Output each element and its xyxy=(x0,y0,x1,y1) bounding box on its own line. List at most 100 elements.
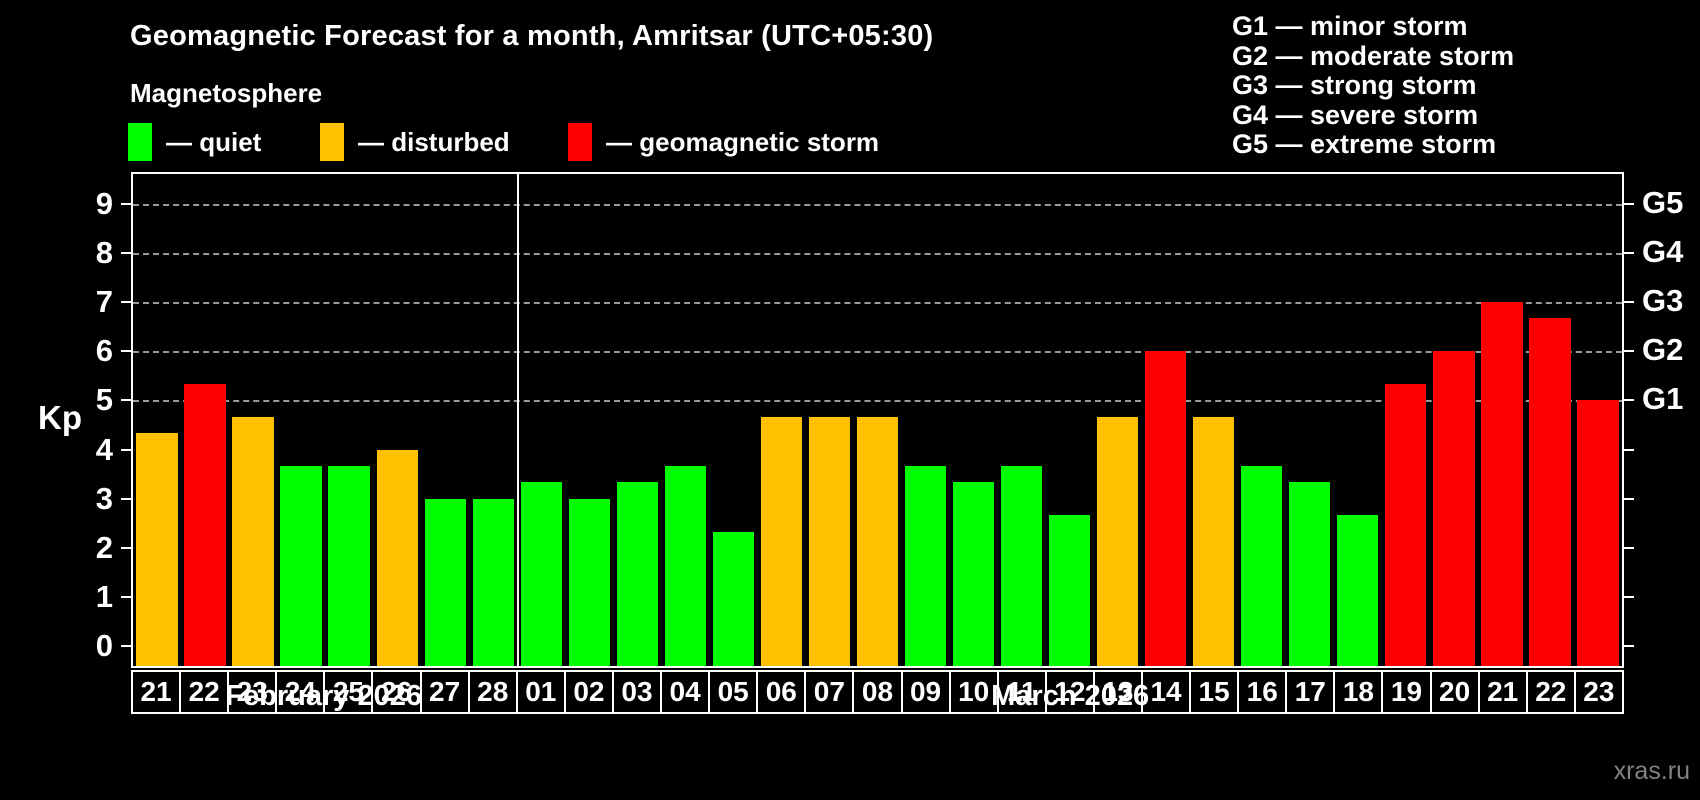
kp-bar-day-05 xyxy=(712,531,755,666)
left-tick-kp-6 xyxy=(121,350,131,353)
kp-bar-day-12 xyxy=(1048,514,1091,666)
bars-layer xyxy=(133,174,1622,666)
kp-bar-day-17 xyxy=(1289,482,1331,666)
kp-bar-day-24 xyxy=(280,465,322,666)
kp-bar-day-23 xyxy=(1577,400,1619,666)
bar-slot xyxy=(517,174,565,666)
bar-slot xyxy=(1142,174,1190,666)
y-tick-label-8: 8 xyxy=(95,234,113,270)
legend-label-storm: — geomagnetic storm xyxy=(606,126,880,157)
g-scale-label-g4: G4 xyxy=(1642,233,1684,269)
bar-slot xyxy=(181,174,229,666)
bar-slot xyxy=(373,174,421,666)
g-scale-legend-line-g3: G3 — strong storm xyxy=(1232,70,1477,100)
y-tick-label-7: 7 xyxy=(95,283,113,319)
bar-slot xyxy=(565,174,613,666)
right-tick-kp-2 xyxy=(1624,546,1634,549)
bar-slot xyxy=(1238,174,1286,666)
bar-slot xyxy=(1190,174,1238,666)
site-watermark: xras.ru xyxy=(1613,757,1690,785)
right-tick-kp-9 xyxy=(1624,202,1634,205)
g-scale-label-g5: G5 xyxy=(1642,184,1684,220)
kp-bar-day-09 xyxy=(904,465,947,666)
y-tick-label-0: 0 xyxy=(95,628,113,664)
kp-bar-day-01 xyxy=(520,482,562,666)
y-tick-label-2: 2 xyxy=(95,529,113,565)
day-label-09: 09 xyxy=(900,670,951,714)
bar-slot xyxy=(709,174,757,666)
y-tick-label-3: 3 xyxy=(95,480,113,516)
y-tick-label-5: 5 xyxy=(95,382,113,418)
page-title: Geomagnetic Forecast for a month, Amrits… xyxy=(130,20,934,52)
kp-bar-day-27 xyxy=(424,498,466,666)
month-separator-line xyxy=(517,174,520,666)
kp-bar-day-15 xyxy=(1193,416,1235,666)
bar-slot xyxy=(853,174,901,666)
day-label-22: 22 xyxy=(1525,670,1576,714)
kp-bar-day-13 xyxy=(1096,416,1139,666)
day-label-11: 11 xyxy=(996,670,1047,714)
gridline-kp-6 xyxy=(133,351,1622,354)
right-tick-kp-3 xyxy=(1624,497,1634,500)
bar-slot xyxy=(1334,174,1382,666)
bar-slot xyxy=(1286,174,1334,666)
bar-slot xyxy=(757,174,805,666)
bar-slot xyxy=(1382,174,1430,666)
day-label-03: 03 xyxy=(611,670,663,714)
kp-bar-day-21 xyxy=(136,433,178,666)
left-tick-kp-5 xyxy=(121,399,131,402)
left-tick-kp-2 xyxy=(121,546,131,549)
gridline-kp-7 xyxy=(133,301,1622,304)
g-scale-legend-line-g5: G5 — extreme storm xyxy=(1232,129,1497,159)
kp-bar-day-16 xyxy=(1241,465,1283,666)
day-label-14: 14 xyxy=(1140,670,1192,714)
kp-bar-day-07 xyxy=(808,416,851,666)
bar-slot xyxy=(469,174,517,666)
kp-bar-day-18 xyxy=(1337,514,1379,666)
bar-slot xyxy=(661,174,709,666)
plot-area xyxy=(131,172,1624,668)
bar-slot xyxy=(229,174,277,666)
right-axis: G1 G2 G3 G4 G5 xyxy=(1624,172,1700,668)
left-axis: 0 1 2 3 4 5 6 7 8 9 xyxy=(0,172,131,668)
left-tick-kp-9 xyxy=(121,202,131,205)
kp-bar-day-22 xyxy=(1529,318,1571,666)
left-tick-kp-0 xyxy=(121,645,131,648)
bar-slot xyxy=(1046,174,1094,666)
kp-bar-day-06 xyxy=(760,416,803,666)
kp-bar-day-08 xyxy=(856,416,899,666)
kp-bar-day-28 xyxy=(472,498,514,666)
day-label-22: 22 xyxy=(179,670,230,714)
day-label-06: 06 xyxy=(756,670,807,714)
day-label-23: 23 xyxy=(1573,670,1624,714)
day-label-10: 10 xyxy=(948,670,999,714)
day-label-08: 08 xyxy=(852,670,903,714)
bar-slot xyxy=(613,174,661,666)
bar-slot xyxy=(421,174,469,666)
kp-bar-day-04 xyxy=(664,465,706,666)
day-label-02: 02 xyxy=(563,670,614,714)
y-tick-label-1: 1 xyxy=(95,579,113,615)
kp-bar-day-25 xyxy=(328,465,370,666)
month-label-march: March 2026 xyxy=(991,680,1150,712)
y-tick-label-4: 4 xyxy=(95,431,113,467)
day-label-21: 21 xyxy=(131,670,182,714)
legend-label-quiet: — quiet xyxy=(166,126,262,157)
storm-color-swatch xyxy=(568,123,592,161)
bar-slot xyxy=(1526,174,1574,666)
gridline-kp-9 xyxy=(133,203,1622,206)
gridline-kp-5 xyxy=(133,400,1622,403)
legend-item-storm: — geomagnetic storm xyxy=(568,122,879,162)
kp-bar-day-03 xyxy=(616,482,658,666)
right-tick-kp-6 xyxy=(1624,350,1634,353)
disturbed-color-swatch xyxy=(320,123,344,161)
day-label-13: 13 xyxy=(1092,670,1143,714)
kp-bar-day-21 xyxy=(1481,301,1523,666)
bar-slot xyxy=(1478,174,1526,666)
bar-slot xyxy=(998,174,1046,666)
bar-slot xyxy=(277,174,325,666)
kp-bar-day-26 xyxy=(376,449,418,666)
kp-bar-day-23 xyxy=(232,416,274,666)
g-scale-legend-line-g2: G2 — moderate storm xyxy=(1232,40,1515,71)
